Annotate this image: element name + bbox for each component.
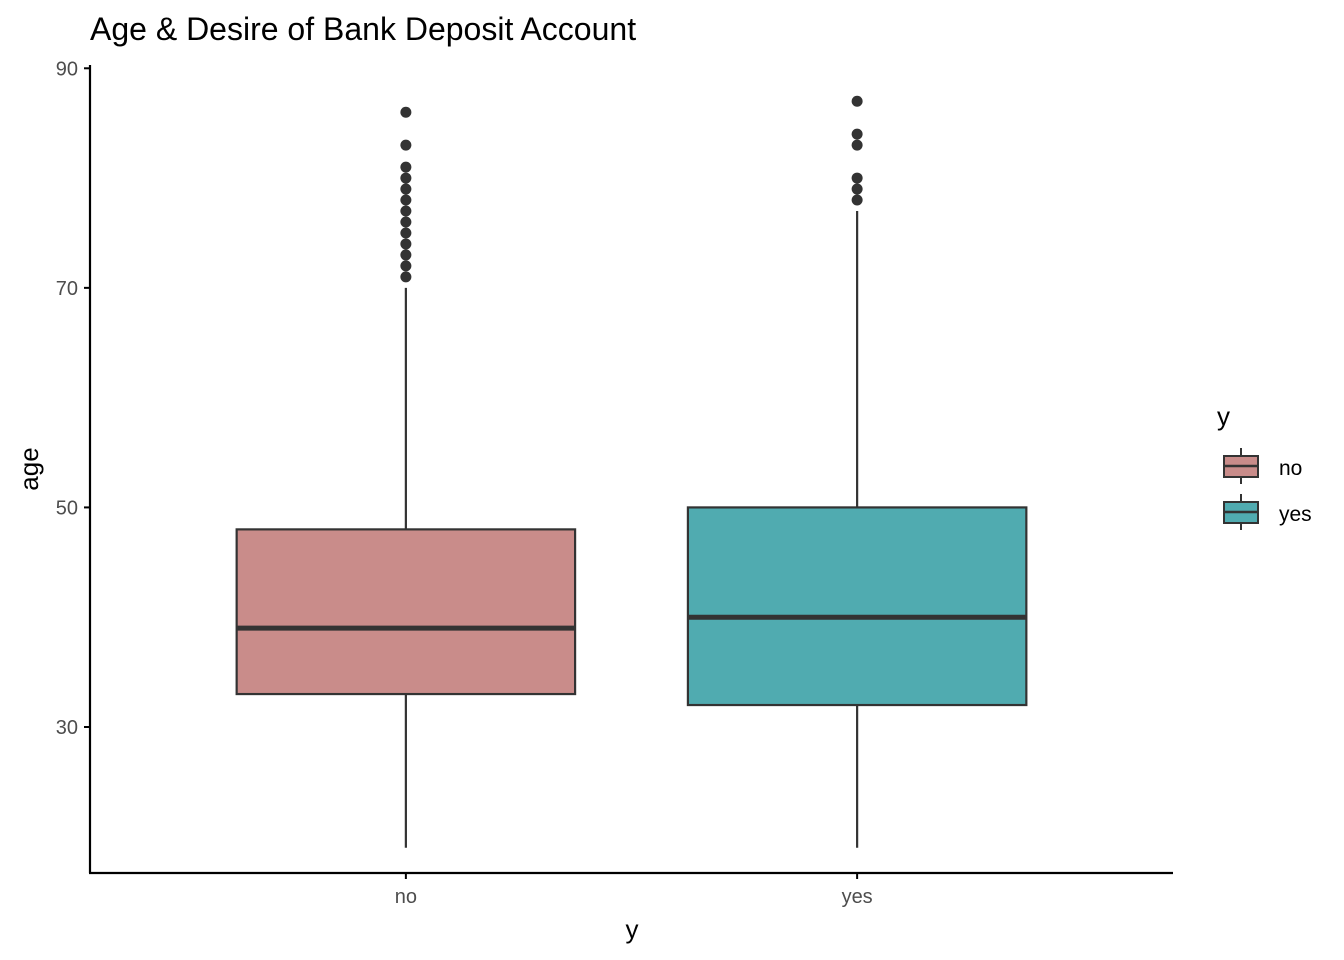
x-tick-label: no [395,886,417,908]
outlier-point [400,238,412,250]
outlier-point [400,194,412,206]
plot-area [235,95,1028,848]
outlier-point [400,216,412,228]
outlier-point [400,271,412,283]
y-tick-label: 70 [56,278,78,300]
outlier-point [400,183,412,195]
outlier-point [400,227,412,239]
outlier-point [400,106,412,118]
outlier-point [851,183,863,195]
outlier-point [400,161,412,173]
iqr-box [235,528,577,696]
outlier-point [400,139,412,151]
legend-items: no yes [1223,448,1312,530]
chart-title: Age & Desire of Bank Deposit Account [90,11,636,47]
outlier-point [851,172,863,184]
outlier-point [400,172,412,184]
outlier-point [851,194,863,206]
y-tick-label: 90 [56,58,78,80]
outlier-point [851,128,863,140]
y-axis-ticks: 30 50 70 90 [56,58,90,739]
legend: y no yes [1217,401,1312,530]
outlier-point [400,205,412,217]
x-tick-label: yes [842,886,873,908]
outlier-point [851,95,863,107]
legend-title: y [1217,401,1230,431]
outlier-point [400,249,412,261]
y-axis-title: age [14,447,44,490]
box-group-no [235,106,577,848]
legend-entry-yes: yes [1223,494,1312,530]
outlier-point [851,139,863,151]
y-tick-label: 30 [56,717,78,739]
y-tick-label: 50 [56,497,78,519]
box-group-yes [686,95,1028,848]
legend-entry-no: no [1223,448,1302,484]
legend-label: no [1279,457,1302,480]
x-axis-ticks: no yes [395,873,873,908]
iqr-box [686,506,1028,707]
legend-label: yes [1279,503,1312,526]
x-axis-title: y [626,914,639,944]
outlier-point [400,260,412,272]
